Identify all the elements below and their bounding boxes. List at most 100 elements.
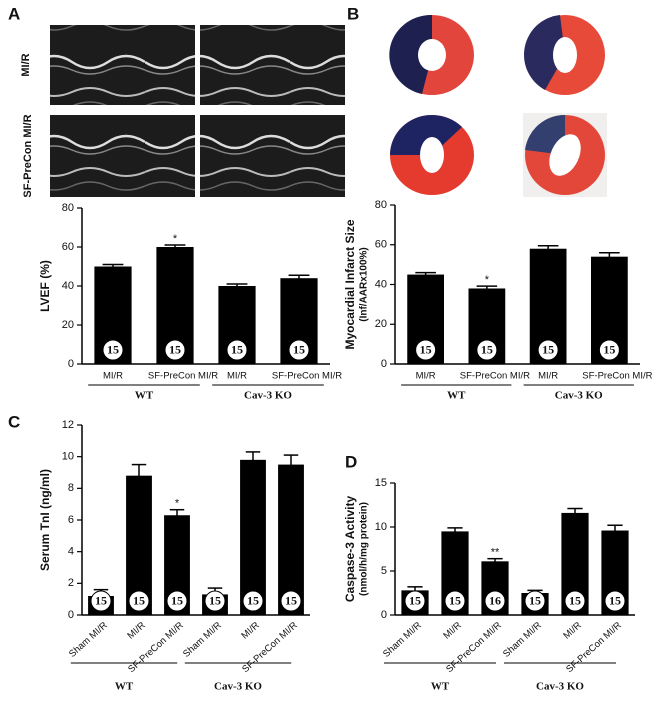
- group-label: WT: [447, 390, 466, 402]
- n-label: 15: [542, 342, 554, 356]
- panel-label: C: [8, 412, 20, 431]
- group-label: WT: [135, 390, 154, 402]
- n-circle: [288, 339, 310, 361]
- x-tick-label: MI/R: [103, 371, 123, 382]
- n-label: 15: [169, 342, 181, 356]
- n-label: 15: [133, 593, 145, 607]
- y-tick-label: 4: [68, 546, 74, 558]
- heart-slice: [523, 15, 605, 95]
- echo-image: [50, 25, 195, 105]
- panel-label: A: [8, 4, 20, 23]
- x-tick-label: MI/R: [538, 371, 558, 382]
- n-circle: [102, 339, 124, 361]
- significance-mark: **: [491, 547, 500, 559]
- n-circle: [564, 590, 586, 612]
- heart-slice: [390, 114, 474, 195]
- echo-image: [50, 115, 195, 197]
- n-circle: [166, 590, 188, 612]
- y-tick-label: 0: [68, 609, 74, 621]
- n-circle: [242, 590, 264, 612]
- y-tick-label: 0: [381, 358, 387, 370]
- y-tick-label: 80: [62, 202, 74, 214]
- x-tick-label: SF-PreCon MI/R: [460, 371, 530, 382]
- n-circle: [476, 339, 498, 361]
- group-label: Cav-3 KO: [555, 390, 603, 402]
- n-label: 15: [171, 593, 183, 607]
- y-tick-label: 8: [68, 482, 74, 494]
- y-axis-label: Serum TnI (ng/ml): [38, 469, 52, 571]
- y-tick-label: 0: [381, 609, 387, 621]
- x-tick-label: SF-PreCon MI/R: [272, 371, 342, 382]
- x-tick-label: Sham MI/R: [501, 620, 544, 660]
- y-tick-label: 40: [375, 278, 387, 290]
- y-tick-label: 5: [381, 565, 387, 577]
- heart-slice: [389, 14, 474, 95]
- y-tick-label: 15: [375, 477, 387, 489]
- significance-mark: *: [175, 498, 180, 510]
- y-tick-label: 80: [375, 199, 387, 211]
- echo-image: [200, 115, 345, 197]
- n-circle: [524, 590, 546, 612]
- x-tick-label: MI/R: [441, 620, 463, 642]
- n-circle: [226, 339, 248, 361]
- n-label: 15: [449, 593, 461, 607]
- y-tick-label: 60: [375, 239, 387, 251]
- significance-mark: *: [173, 233, 178, 245]
- n-label: 16: [489, 593, 501, 607]
- n-circle: [164, 339, 186, 361]
- y-axis-label: Myocardial Infarct Size: [343, 219, 357, 349]
- x-tick-label: SF-PreCon MI/R: [148, 371, 218, 382]
- n-label: 15: [293, 342, 305, 356]
- y-axis-sublabel: (Inf/AARx100%): [359, 247, 370, 321]
- n-circle: [537, 339, 559, 361]
- n-label: 15: [95, 593, 107, 607]
- x-tick-label: MI/R: [239, 620, 261, 642]
- n-circle: [484, 590, 506, 612]
- y-tick-label: 0: [68, 358, 74, 370]
- group-label: WT: [431, 681, 450, 693]
- y-tick-label: 40: [62, 280, 74, 292]
- n-circle: [604, 590, 626, 612]
- y-tick-label: 2: [68, 577, 74, 589]
- heart-slice: [523, 113, 607, 197]
- echo-images: MI/R SF-PreCon MI/R: [20, 25, 345, 198]
- n-label: 15: [609, 593, 621, 607]
- panel-label: B: [347, 4, 359, 23]
- n-label: 15: [409, 593, 421, 607]
- n-label: 15: [569, 593, 581, 607]
- n-circle: [90, 590, 112, 612]
- y-axis-label: LVEF (%): [38, 260, 52, 312]
- heart-images: [389, 14, 607, 197]
- n-circle: [404, 590, 426, 612]
- y-tick-label: 6: [68, 514, 74, 526]
- x-tick-label: MI/R: [227, 371, 247, 382]
- y-tick-label: 10: [62, 451, 74, 463]
- n-label: 15: [231, 342, 243, 356]
- y-tick-label: 20: [375, 318, 387, 330]
- n-label: 15: [529, 593, 541, 607]
- group-label: Cav-3 KO: [214, 681, 262, 693]
- panel-label: D: [345, 452, 357, 471]
- y-tick-label: 20: [62, 319, 74, 331]
- y-tick-label: 12: [62, 419, 74, 431]
- image-row-label: SF-PreCon MI/R: [22, 114, 34, 197]
- n-circle: [128, 590, 150, 612]
- echo-image: [200, 25, 345, 105]
- n-circle: [444, 590, 466, 612]
- x-tick-label: MI/R: [125, 620, 147, 642]
- group-label: Cav-3 KO: [536, 681, 584, 693]
- n-circle: [280, 590, 302, 612]
- n-label: 15: [603, 342, 615, 356]
- bar: [240, 459, 266, 615]
- group-label: Cav-3 KO: [244, 390, 292, 402]
- n-circle: [598, 339, 620, 361]
- y-tick-label: 10: [375, 521, 387, 533]
- y-axis-sublabel: (nmol/h/mg protein): [359, 502, 370, 596]
- n-circle: [415, 339, 437, 361]
- image-row-label: MI/R: [20, 53, 32, 76]
- x-tick-label: Sham MI/R: [381, 620, 424, 660]
- significance-mark: *: [485, 274, 490, 286]
- x-tick-label: Sham MI/R: [181, 620, 224, 660]
- n-label: 15: [285, 593, 297, 607]
